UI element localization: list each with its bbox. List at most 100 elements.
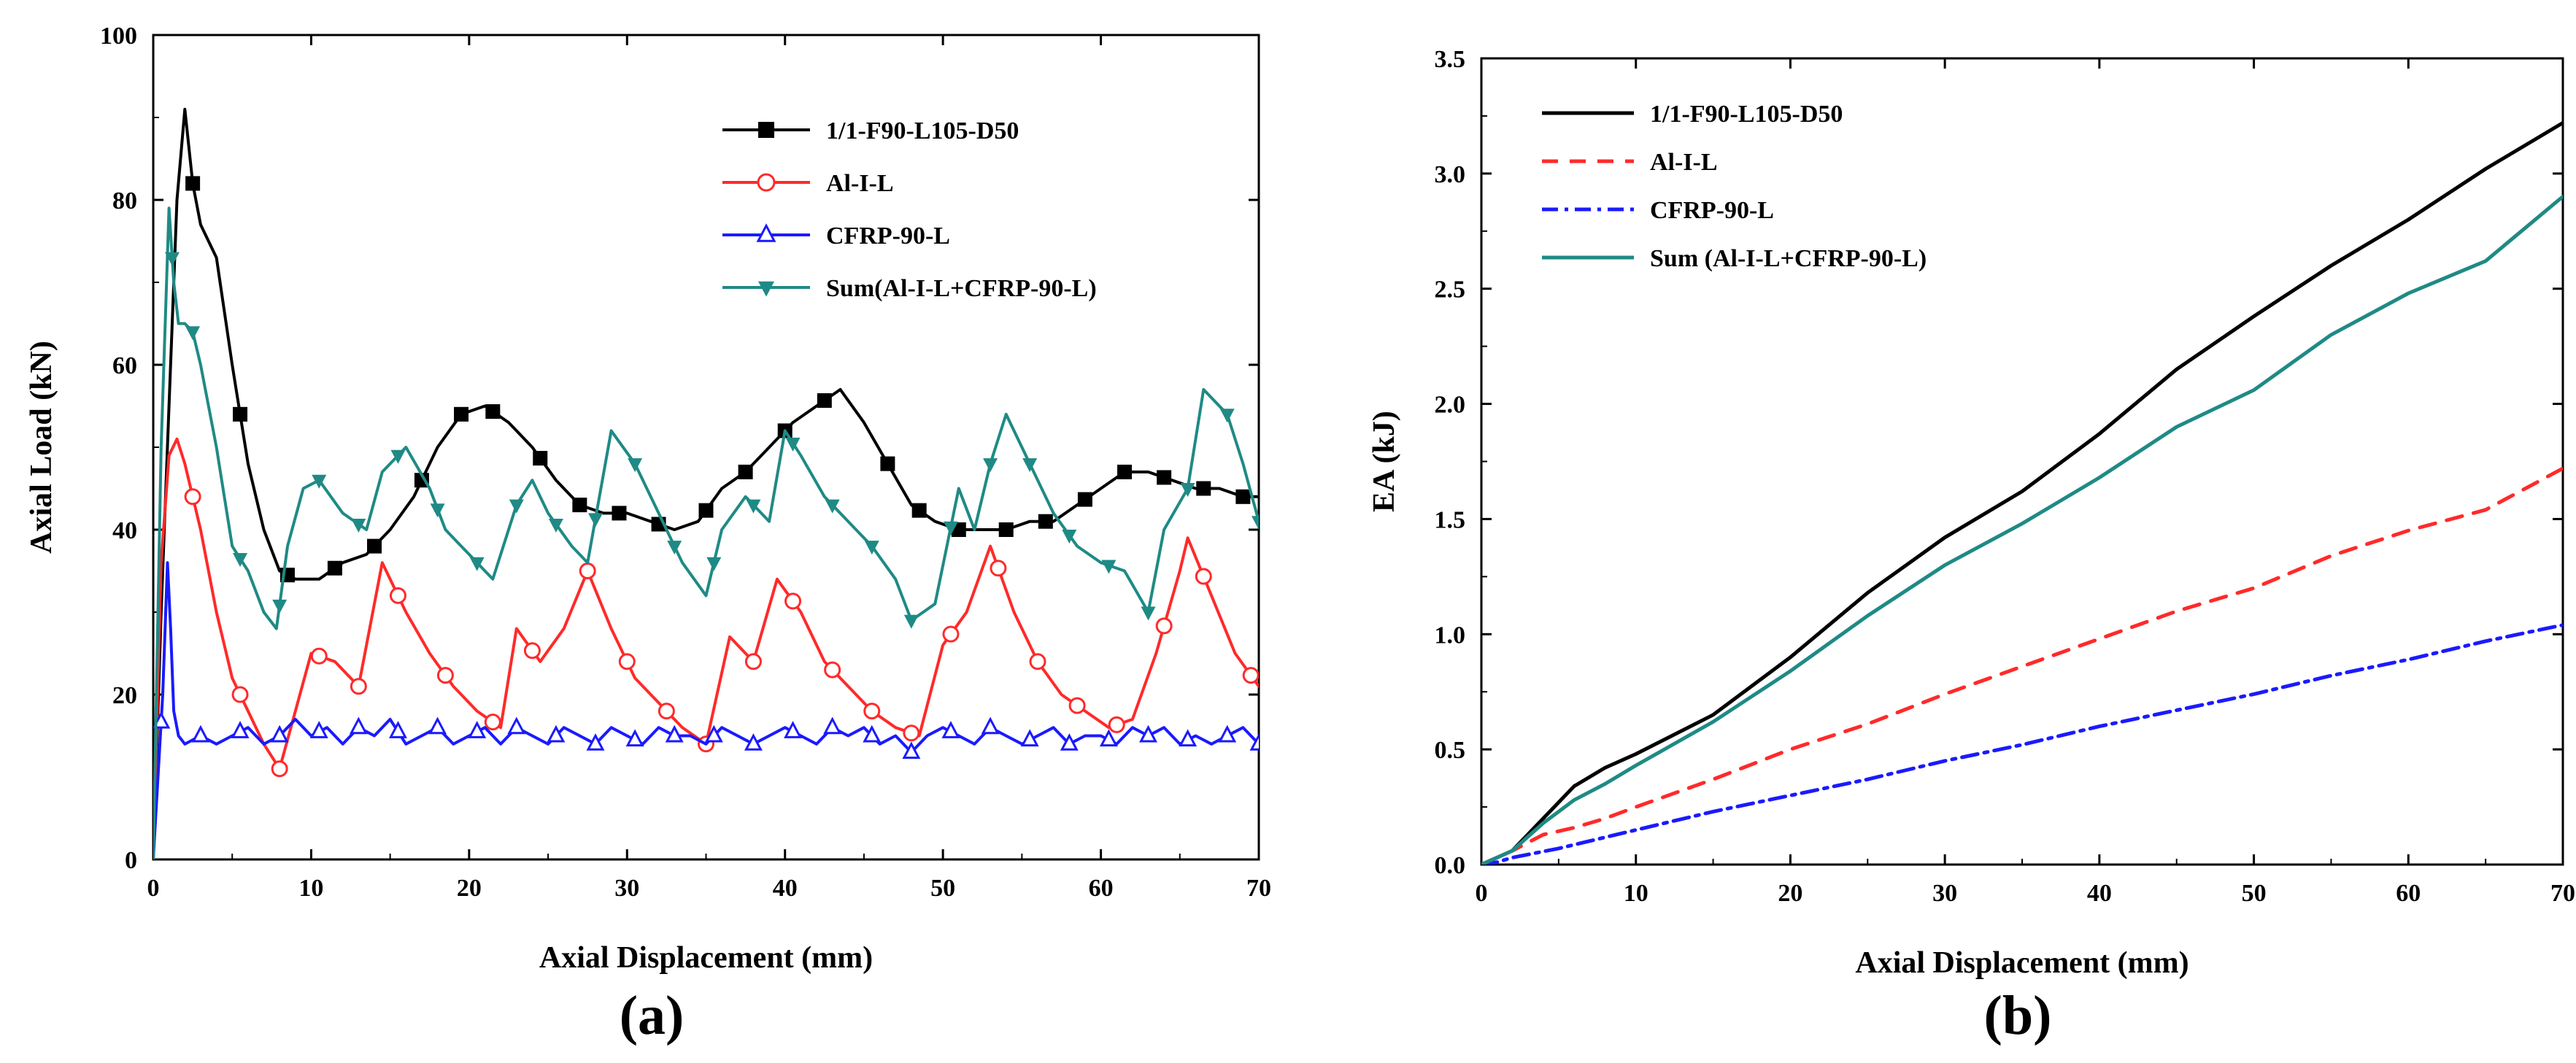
- data-point: [1155, 617, 1173, 635]
- data-point: [428, 716, 447, 735]
- legend-marker: [758, 122, 774, 138]
- y-tick-label: 40: [112, 517, 137, 544]
- data-point: [436, 667, 454, 684]
- data-point: [327, 560, 342, 576]
- data-point: [350, 678, 367, 695]
- data-point: [903, 724, 920, 742]
- legend-label: 1/1-F90-L105-D50: [826, 117, 1019, 144]
- data-point: [1038, 514, 1053, 529]
- data-point: [1060, 733, 1079, 751]
- series-0: [1481, 120, 2563, 865]
- x-tick-label: 30: [1932, 880, 1957, 907]
- data-point: [572, 498, 587, 513]
- data-point: [817, 393, 832, 408]
- data-point: [184, 488, 201, 506]
- data-point: [231, 721, 250, 738]
- data-point: [351, 518, 366, 533]
- data-point: [738, 464, 753, 479]
- data-point: [164, 252, 180, 266]
- y-tick-label: 0.0: [1435, 852, 1466, 879]
- series-line: [1481, 466, 2563, 865]
- y-tick-label: 3.0: [1435, 161, 1466, 188]
- data-point: [1022, 458, 1038, 473]
- data-point: [309, 721, 328, 738]
- y-tick-label: 2.5: [1435, 277, 1466, 304]
- data-point: [943, 521, 958, 536]
- data-point: [784, 592, 802, 610]
- legend-marker: [756, 223, 776, 242]
- data-point: [430, 503, 445, 518]
- legend-label: Al-I-L: [826, 170, 894, 197]
- data-point: [523, 642, 541, 660]
- y-tick-label: 20: [112, 682, 137, 709]
- legend-marker: [758, 281, 774, 297]
- data-point: [863, 724, 882, 743]
- data-point: [998, 522, 1014, 537]
- data-point: [825, 499, 840, 514]
- y-tick-label: 2.0: [1435, 392, 1466, 419]
- data-point: [864, 541, 879, 555]
- data-point: [1180, 483, 1195, 497]
- data-point: [903, 614, 919, 629]
- legend-marker: [757, 173, 776, 192]
- data-point: [548, 518, 563, 533]
- series-1: [153, 437, 1259, 859]
- data-point: [667, 541, 682, 555]
- data-point: [706, 557, 722, 571]
- y-axis-label: Axial Load (kN): [25, 341, 58, 554]
- data-point: [612, 506, 627, 521]
- data-point: [1195, 568, 1212, 585]
- legend-label: Al-I-L: [1650, 149, 1718, 176]
- legend-label: Sum (Al-I-L+CFRP-90-L): [1650, 245, 1927, 272]
- y-tick-label: 1.5: [1435, 506, 1466, 533]
- data-point: [983, 458, 998, 473]
- data-point: [547, 724, 566, 743]
- series-3: [153, 206, 1259, 859]
- data-point: [233, 553, 248, 568]
- x-tick-label: 50: [930, 875, 955, 902]
- data-point: [310, 647, 328, 665]
- x-tick-label: 0: [1476, 880, 1488, 907]
- data-point: [1108, 716, 1125, 733]
- data-point: [1068, 697, 1086, 714]
- data-point: [1242, 667, 1259, 684]
- data-point: [1029, 653, 1046, 670]
- plot-frame: [1480, 57, 2564, 866]
- data-point: [349, 716, 368, 735]
- data-point: [1099, 729, 1118, 747]
- data-point: [1218, 724, 1237, 743]
- data-point: [981, 716, 1000, 735]
- x-tick-label: 60: [1089, 875, 1114, 902]
- x-tick-label: 60: [2396, 880, 2421, 907]
- data-point: [533, 451, 548, 466]
- series-2: [1481, 623, 2563, 865]
- data-point: [784, 721, 803, 738]
- x-axis-label: Axial Displacement (mm): [539, 941, 873, 975]
- data-point: [272, 599, 288, 614]
- data-point: [233, 406, 248, 422]
- data-point: [618, 653, 636, 670]
- data-point: [468, 721, 487, 738]
- data-point: [1235, 489, 1251, 504]
- legend: 1/1-F90-L105-D50 Al-I-L CFRP-90-L Sum(Al-I-…: [722, 117, 1097, 302]
- data-point: [746, 499, 761, 514]
- legend-label: 1/1-F90-L105-D50: [1650, 101, 1843, 128]
- y-tick-label: 100: [100, 23, 137, 50]
- data-point: [1249, 733, 1259, 751]
- data-point: [863, 703, 881, 720]
- data-point: [1219, 409, 1235, 423]
- x-tick-label: 10: [1624, 880, 1648, 907]
- series-line: [153, 206, 1259, 859]
- data-point: [1117, 464, 1133, 479]
- y-axis-label: EA (kJ): [1368, 411, 1401, 512]
- data-point: [390, 449, 406, 464]
- data-point: [823, 716, 842, 735]
- panel-b: 0 10 20 30 40 50 60 70 0.0 0.5 1.0 1.5 2.0 2.5 3.0 3.5 A…: [1368, 46, 2575, 1046]
- data-point: [824, 661, 841, 679]
- data-point: [507, 716, 526, 735]
- data-point: [191, 724, 210, 743]
- data-point: [388, 721, 407, 738]
- x-axis-label: Axial Displacement (mm): [1855, 946, 2189, 980]
- data-point: [1252, 516, 1259, 530]
